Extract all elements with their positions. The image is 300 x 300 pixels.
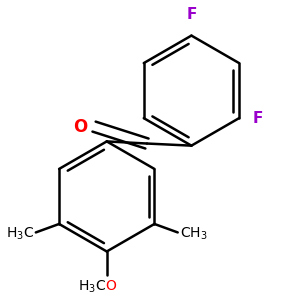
Text: F: F [186,7,197,22]
Text: H$_3$C: H$_3$C [6,225,34,242]
Text: O: O [106,279,117,293]
Text: O: O [74,118,88,136]
Text: F: F [253,111,263,126]
Text: CH$_3$: CH$_3$ [180,225,208,242]
Text: H$_3$C: H$_3$C [78,279,106,296]
